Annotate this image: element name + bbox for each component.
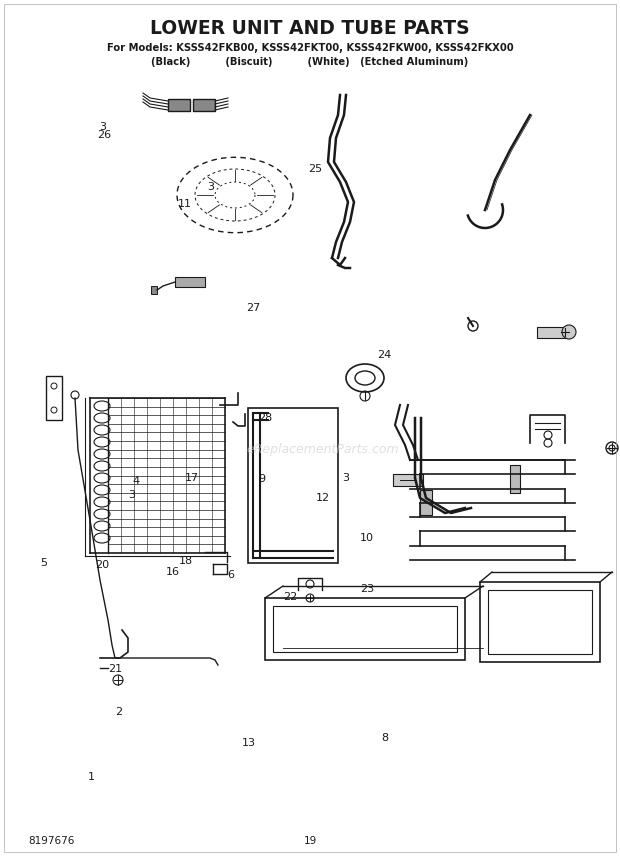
Text: 8197676: 8197676 — [28, 836, 74, 846]
Text: 3: 3 — [342, 473, 350, 483]
Text: 13: 13 — [242, 738, 256, 748]
Text: 12: 12 — [316, 493, 329, 503]
Text: 3: 3 — [207, 181, 215, 192]
Text: 25: 25 — [308, 164, 322, 175]
Bar — [248, 408, 338, 563]
Bar — [175, 277, 205, 287]
Text: 27: 27 — [246, 303, 260, 313]
Text: 17: 17 — [185, 473, 199, 483]
Text: LOWER UNIT AND TUBE PARTS: LOWER UNIT AND TUBE PARTS — [150, 19, 470, 38]
Text: 22: 22 — [283, 592, 297, 603]
Text: For Models: KSSS42FKB00, KSSS42FKT00, KSSS42FKW00, KSSS42FKX00: For Models: KSSS42FKB00, KSSS42FKT00, KS… — [107, 43, 513, 53]
Bar — [480, 582, 600, 662]
Bar — [393, 474, 423, 486]
Bar — [168, 99, 190, 111]
Bar — [537, 327, 569, 338]
Text: 18: 18 — [179, 556, 193, 566]
Text: 4: 4 — [133, 476, 140, 486]
Text: 6: 6 — [227, 570, 234, 580]
Text: 3: 3 — [99, 122, 106, 132]
Text: 11: 11 — [178, 199, 192, 209]
Text: 26: 26 — [97, 130, 111, 140]
Circle shape — [562, 325, 576, 339]
Text: eReplacementParts.com: eReplacementParts.com — [246, 443, 399, 456]
Text: 28: 28 — [259, 413, 272, 423]
Bar — [420, 490, 432, 515]
Text: (Black)          (Biscuit)          (White)   (Etched Aluminum): (Black) (Biscuit) (White) (Etched Alumin… — [151, 57, 469, 67]
Bar — [488, 590, 592, 654]
Text: 19: 19 — [303, 836, 317, 846]
Text: 24: 24 — [378, 350, 391, 360]
Text: 16: 16 — [166, 567, 179, 577]
Bar — [265, 598, 465, 660]
Bar — [151, 286, 157, 294]
Bar — [193, 99, 215, 111]
Bar — [510, 465, 520, 493]
Text: 5: 5 — [40, 558, 47, 568]
Text: 20: 20 — [95, 560, 109, 570]
Text: 21: 21 — [108, 664, 122, 675]
Bar — [46, 376, 62, 420]
Text: 3: 3 — [128, 490, 136, 500]
Text: 1: 1 — [88, 772, 95, 782]
Text: 8: 8 — [381, 733, 388, 743]
Text: 9: 9 — [258, 474, 265, 484]
Text: 10: 10 — [360, 532, 374, 543]
Text: 2: 2 — [115, 707, 123, 717]
Bar — [273, 606, 457, 652]
Text: 23: 23 — [360, 584, 374, 594]
